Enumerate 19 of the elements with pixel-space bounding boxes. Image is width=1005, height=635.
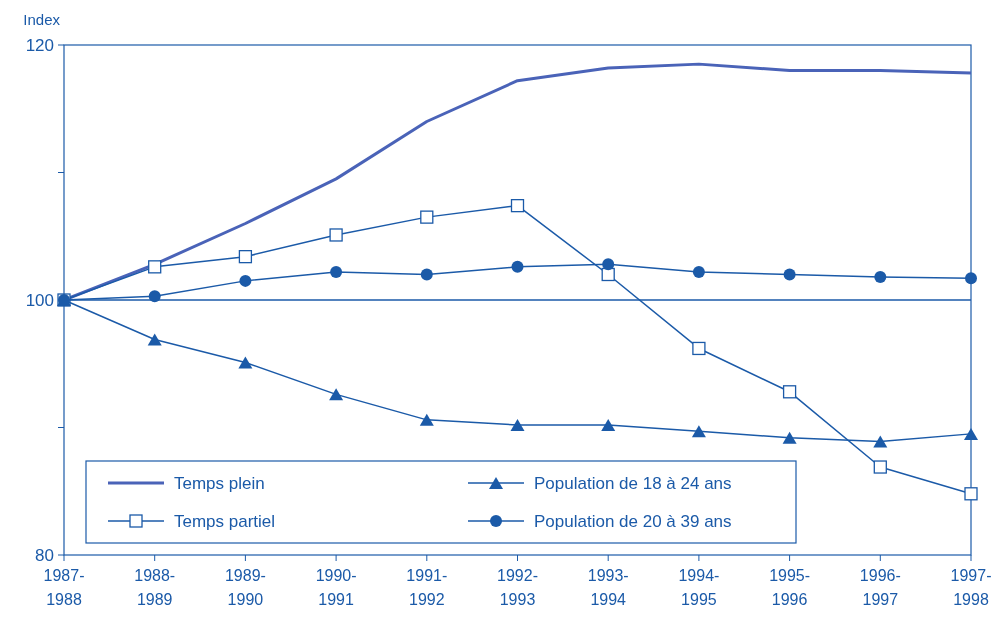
y-tick-label: 100 <box>25 290 54 310</box>
x-tick-label: 1997-1998 <box>950 567 992 608</box>
x-tick-label: 1994-1995 <box>678 567 720 608</box>
y-axis-title: Index <box>23 11 61 28</box>
x-tick-label: 1990-1991 <box>315 567 357 608</box>
legend-label: Temps plein <box>174 473 265 493</box>
legend-label: Population de 20 à 39 ans <box>534 511 732 531</box>
x-tick-label: 1996-1997 <box>859 567 901 608</box>
legend-label: Temps partiel <box>174 511 276 531</box>
x-tick-label: 1991-1992 <box>406 567 448 608</box>
y-tick-label: 80 <box>35 545 54 565</box>
x-tick-label: 1989-1990 <box>224 567 266 608</box>
x-tick-label: 1987-1988 <box>43 567 85 608</box>
legend-label: Population de 18 à 24 ans <box>534 473 732 493</box>
x-tick-label: 1992-1993 <box>497 567 538 608</box>
x-tick-label: 1988-1989 <box>134 567 176 608</box>
x-tick-label: 1995-1996 <box>769 567 811 608</box>
x-tick-label: 1993-1994 <box>587 567 629 608</box>
y-tick-label: 120 <box>25 35 54 55</box>
